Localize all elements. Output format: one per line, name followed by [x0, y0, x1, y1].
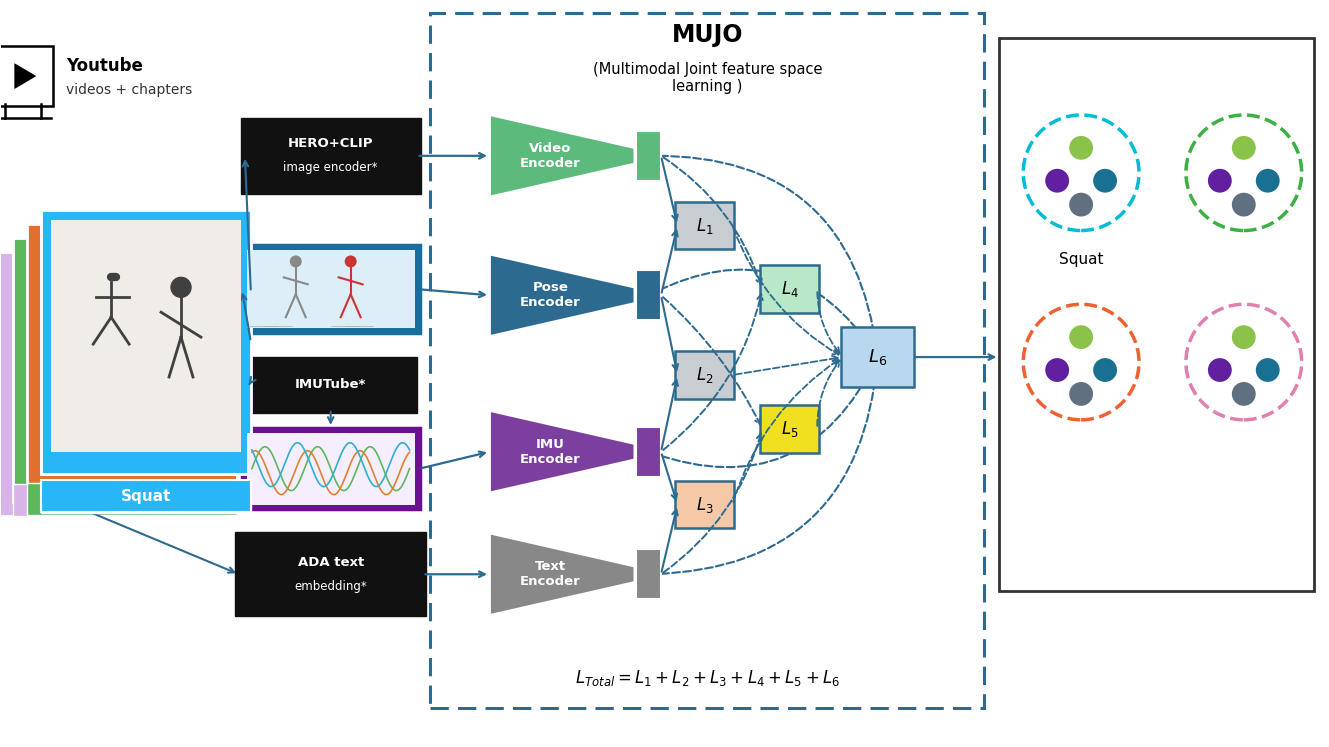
- Polygon shape: [490, 255, 634, 336]
- Text: $\mathit{L}_{5}$: $\mathit{L}_{5}$: [781, 419, 799, 438]
- Text: Squat: Squat: [1059, 252, 1103, 267]
- Text: $\mathit{L}_{4}$: $\mathit{L}_{4}$: [780, 279, 799, 300]
- FancyBboxPatch shape: [637, 270, 661, 320]
- FancyBboxPatch shape: [247, 250, 415, 328]
- Text: ADA text: ADA text: [298, 556, 364, 568]
- FancyBboxPatch shape: [245, 357, 416, 413]
- Text: Youtube: Youtube: [66, 58, 144, 75]
- Circle shape: [1231, 324, 1257, 350]
- Circle shape: [1255, 168, 1281, 193]
- FancyBboxPatch shape: [760, 405, 819, 453]
- Text: image encoder*: image encoder*: [283, 161, 377, 174]
- FancyBboxPatch shape: [52, 220, 241, 452]
- FancyBboxPatch shape: [0, 252, 209, 516]
- FancyBboxPatch shape: [0, 46, 53, 106]
- Text: videos + chapters: videos + chapters: [66, 83, 193, 97]
- FancyBboxPatch shape: [841, 327, 914, 387]
- Circle shape: [1231, 135, 1257, 161]
- Circle shape: [1045, 168, 1070, 193]
- Circle shape: [1231, 192, 1257, 217]
- FancyBboxPatch shape: [241, 118, 420, 193]
- Text: embedding*: embedding*: [294, 580, 367, 592]
- Text: $\mathit{L}_{1}$: $\mathit{L}_{1}$: [696, 216, 714, 235]
- FancyBboxPatch shape: [28, 224, 237, 488]
- FancyBboxPatch shape: [13, 238, 223, 502]
- Circle shape: [1092, 168, 1118, 193]
- Circle shape: [1069, 381, 1094, 407]
- FancyBboxPatch shape: [41, 482, 251, 513]
- Text: $\mathit{L}_{2}$: $\mathit{L}_{2}$: [696, 365, 714, 385]
- Text: (Multimodal Joint feature space
learning ): (Multimodal Joint feature space learning…: [593, 62, 823, 94]
- FancyBboxPatch shape: [235, 533, 427, 616]
- FancyBboxPatch shape: [675, 351, 735, 399]
- Circle shape: [171, 277, 191, 297]
- Text: Video
Encoder: Video Encoder: [520, 142, 581, 170]
- FancyBboxPatch shape: [675, 480, 735, 528]
- FancyBboxPatch shape: [675, 202, 735, 249]
- FancyBboxPatch shape: [41, 210, 251, 474]
- Text: Pose
Encoder: Pose Encoder: [520, 282, 581, 309]
- Circle shape: [1255, 357, 1281, 383]
- Text: IMU
Encoder: IMU Encoder: [520, 438, 581, 465]
- Text: IMUTube*: IMUTube*: [295, 379, 367, 391]
- Circle shape: [290, 255, 302, 267]
- Polygon shape: [15, 63, 36, 89]
- Circle shape: [1207, 168, 1233, 193]
- Text: $\mathit{L}_{3}$: $\mathit{L}_{3}$: [696, 495, 714, 515]
- FancyBboxPatch shape: [637, 549, 661, 599]
- FancyBboxPatch shape: [242, 246, 420, 333]
- FancyBboxPatch shape: [637, 427, 661, 477]
- FancyBboxPatch shape: [242, 428, 420, 509]
- FancyBboxPatch shape: [247, 433, 415, 504]
- Text: HERO+CLIP: HERO+CLIP: [288, 137, 373, 150]
- FancyBboxPatch shape: [41, 210, 251, 474]
- Circle shape: [1207, 357, 1233, 383]
- Circle shape: [1069, 192, 1094, 217]
- FancyBboxPatch shape: [28, 483, 237, 515]
- Circle shape: [1092, 357, 1118, 383]
- Text: Text
Encoder: Text Encoder: [520, 560, 581, 588]
- Circle shape: [1069, 135, 1094, 161]
- Polygon shape: [490, 115, 634, 196]
- Text: $\mathit{L}_{Total} = \mathit{L}_1 + \mathit{L}_2 + \mathit{L}_3 + \mathit{L}_4 : $\mathit{L}_{Total} = \mathit{L}_1 + \ma…: [575, 668, 840, 688]
- Polygon shape: [490, 533, 634, 615]
- Polygon shape: [490, 411, 634, 492]
- Circle shape: [344, 255, 356, 267]
- Text: Squat: Squat: [121, 489, 171, 503]
- Circle shape: [1231, 381, 1257, 407]
- FancyBboxPatch shape: [637, 131, 661, 181]
- FancyBboxPatch shape: [13, 484, 223, 516]
- Text: $\mathit{L}_{6}$: $\mathit{L}_{6}$: [868, 347, 888, 367]
- FancyBboxPatch shape: [41, 480, 251, 512]
- Circle shape: [1045, 357, 1070, 383]
- Text: MUJO: MUJO: [671, 23, 743, 47]
- FancyBboxPatch shape: [999, 38, 1313, 591]
- FancyBboxPatch shape: [760, 265, 819, 313]
- Circle shape: [1069, 324, 1094, 350]
